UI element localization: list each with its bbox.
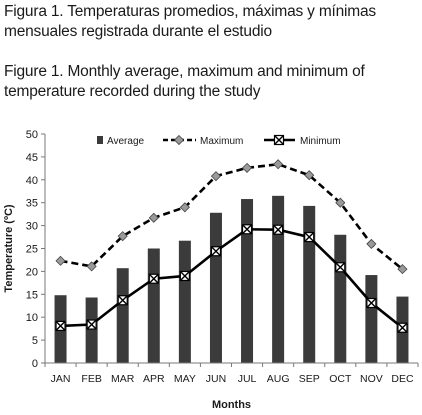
x-tick-label-mar: MAR	[111, 373, 135, 385]
marker-maximum-oct	[335, 197, 346, 208]
x-tick-label-jul: JUL	[238, 373, 257, 385]
y-tick-label: 25	[26, 244, 38, 256]
caption-spanish-line-1: Figura 1. Temperaturas promedios, máxima…	[4, 3, 376, 20]
caption-english-line-2: temperature recorded during the study	[4, 83, 261, 100]
legend-swatch-average	[97, 136, 103, 144]
y-tick-label: 30	[26, 221, 38, 233]
marker-maximum-feb	[86, 261, 97, 272]
legend-label-minimum: Minimum	[300, 136, 341, 147]
y-tick-label: 40	[26, 175, 38, 187]
series-lines	[60, 162, 404, 329]
marker-cross	[335, 262, 346, 273]
legend-label-maximum: Maximum	[200, 136, 243, 147]
y-tick-label: 0	[32, 358, 38, 370]
marker-minimum-jan	[55, 320, 66, 332]
marker-maximum-nov	[366, 238, 377, 249]
x-tick-label-apr: APR	[143, 373, 165, 385]
legend-marker-minimum	[273, 134, 285, 146]
caption-english-line-1: Figure 1. Monthly average, maximum and m…	[4, 63, 365, 80]
x-tick-label-jun: JUN	[206, 373, 226, 385]
x-tick-label-may: MAY	[174, 373, 196, 385]
caption-spanish-line-2: mensuales registrada durante el estudio	[4, 23, 272, 40]
marker-minimum-apr	[148, 273, 159, 284]
legend: Average Maximum Minimum	[97, 134, 341, 147]
marker-maximum-mar	[117, 231, 128, 242]
x-tick-label-dec: DEC	[391, 373, 414, 385]
x-tick-label-feb: FEB	[81, 373, 101, 385]
series-markers	[55, 159, 408, 333]
marker-minimum-nov	[366, 297, 377, 309]
marker-cross	[273, 224, 284, 235]
marker-minimum-dec	[397, 322, 408, 333]
marker-cross	[86, 319, 97, 330]
marker-minimum-may	[179, 270, 190, 282]
y-tick-label: 20	[26, 266, 38, 278]
y-tick-label: 10	[26, 312, 38, 324]
bar-average-sep	[303, 205, 316, 363]
bar-average-apr	[147, 248, 160, 363]
marker-maximum-jun	[210, 171, 222, 182]
marker-maximum-aug	[273, 159, 284, 170]
marker-cross	[274, 135, 284, 145]
marker-cross	[366, 298, 377, 308]
marker-cross	[304, 232, 315, 243]
x-tick-label-sep: SEP	[299, 373, 320, 385]
marker-cross	[179, 270, 190, 281]
average-bars	[54, 195, 409, 363]
marker-cross	[242, 224, 253, 235]
bar-average-jul	[241, 199, 254, 363]
marker-minimum-mar	[117, 295, 128, 306]
marker-cross	[148, 273, 159, 284]
marker-maximum-jan	[55, 255, 66, 266]
bar-average-mar	[116, 268, 129, 363]
marker-maximum-sep	[304, 170, 315, 181]
x-tick-label-jan: JAN	[51, 373, 71, 385]
legend-marker-maximum	[173, 134, 185, 146]
marker-minimum-jul	[241, 224, 253, 235]
marker-minimum-sep	[304, 231, 315, 243]
marker-cross	[397, 322, 408, 333]
line-minimum	[60, 227, 404, 329]
marker-minimum-aug	[273, 224, 284, 235]
marker-minimum-oct	[335, 262, 346, 273]
marker-minimum-feb	[86, 319, 97, 330]
bar-average-may	[178, 240, 191, 363]
marker-maximum-jul	[241, 162, 253, 173]
legend-label-average: Average	[107, 136, 145, 147]
x-tick-label-nov: NOV	[360, 373, 383, 385]
bar-average-oct	[334, 234, 347, 363]
x-axis-label: Months	[212, 399, 251, 411]
y-tick-label: 5	[32, 335, 38, 347]
caption-english: Figure 1. Monthly average, maximum and m…	[4, 62, 365, 102]
line-maximum	[60, 162, 404, 271]
x-tick-label-aug: AUG	[267, 373, 290, 385]
marker-maximum-dec	[397, 264, 408, 275]
marker-cross	[210, 246, 221, 257]
y-tick-label: 50	[26, 129, 38, 141]
caption-spanish: Figura 1. Temperaturas promedios, máxima…	[4, 2, 376, 42]
y-axis-label: Temperature (ºC)	[3, 204, 15, 292]
marker-cross	[117, 295, 128, 306]
x-tick-label-oct: OCT	[329, 373, 352, 385]
bar-average-feb	[85, 297, 98, 363]
x-axis-ticks: JAN FEB MAR APR MAY JUN JUL AUG SEP OCT NOV DEC	[44, 363, 419, 385]
y-axis-ticks: 0 5 10 15 20 25 30 35 40 45 50	[26, 129, 45, 370]
bar-average-nov	[365, 275, 378, 363]
y-tick-label: 45	[26, 152, 38, 164]
y-tick-label: 15	[26, 289, 38, 301]
marker-minimum-jun	[210, 246, 222, 257]
bar-average-jun	[209, 212, 222, 363]
marker-maximum-apr	[148, 212, 159, 223]
bar-average-aug	[272, 195, 285, 363]
marker-maximum-may	[179, 202, 190, 213]
marker-cross	[55, 320, 66, 331]
y-tick-label: 35	[26, 198, 38, 210]
